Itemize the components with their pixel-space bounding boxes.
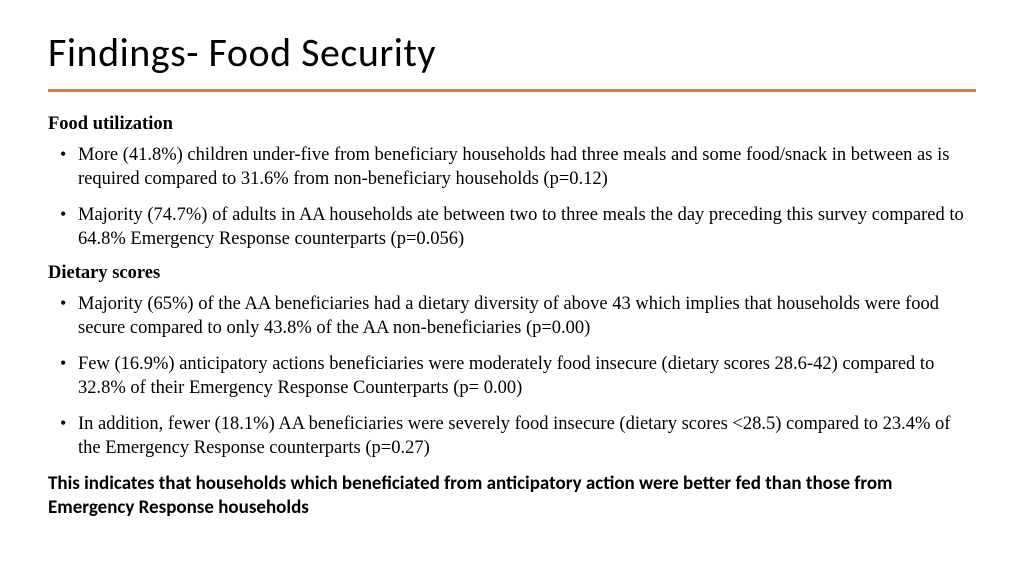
list-item: More (41.8%) children under-five from be… [56, 143, 976, 191]
conclusion-text: This indicates that households which ben… [48, 472, 976, 520]
section-heading: Dietary scores [48, 263, 976, 284]
section-food-utilization: Food utilization More (41.8%) children u… [48, 114, 976, 251]
section-heading: Food utilization [48, 114, 976, 135]
bullet-list: More (41.8%) children under-five from be… [48, 143, 976, 251]
list-item: Majority (65%) of the AA beneficiaries h… [56, 292, 976, 340]
list-item: In addition, fewer (18.1%) AA beneficiar… [56, 412, 976, 460]
bullet-list: Majority (65%) of the AA beneficiaries h… [48, 292, 976, 460]
list-item: Majority (74.7%) of adults in AA househo… [56, 203, 976, 251]
section-dietary-scores: Dietary scores Majority (65%) of the AA … [48, 263, 976, 460]
slide-title: Findings- Food Security [48, 28, 976, 92]
list-item: Few (16.9%) anticipatory actions benefic… [56, 352, 976, 400]
